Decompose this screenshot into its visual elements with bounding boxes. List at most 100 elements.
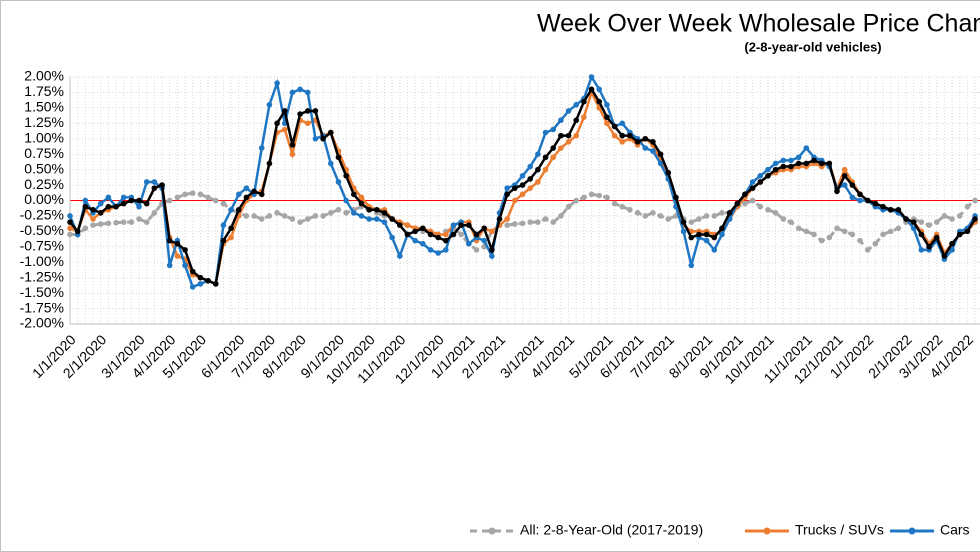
series-point — [627, 206, 633, 213]
series-point — [604, 114, 610, 120]
series-point — [765, 173, 771, 179]
series-point — [657, 160, 664, 167]
series-point — [182, 262, 188, 269]
series-point — [128, 219, 135, 225]
series-point — [105, 220, 112, 227]
series-point — [266, 160, 273, 167]
series-point — [703, 213, 710, 219]
y-tick-label: 1.50% — [24, 99, 64, 115]
series-point — [657, 213, 664, 219]
series-point — [535, 151, 541, 157]
series-point — [956, 231, 963, 238]
series-point — [458, 222, 464, 228]
series-point — [642, 135, 649, 142]
series-point — [795, 160, 802, 167]
series-point — [918, 231, 925, 238]
series-point — [550, 126, 557, 133]
series-point — [734, 200, 741, 207]
series-point — [512, 221, 518, 227]
series-point — [105, 194, 112, 201]
series-point — [558, 213, 564, 219]
series-point — [281, 126, 288, 133]
series-point — [918, 247, 925, 253]
series-point — [113, 203, 119, 210]
series-point — [634, 139, 641, 145]
series-point — [588, 191, 595, 198]
series-point — [335, 179, 342, 185]
y-tick-label: 1.75% — [24, 83, 64, 99]
y-tick-label: -1.00% — [20, 253, 64, 269]
series-point — [849, 194, 856, 201]
series-point — [772, 160, 779, 167]
series-point — [542, 216, 549, 222]
series-point — [374, 206, 380, 213]
series-point — [588, 86, 595, 93]
series-point — [258, 216, 265, 222]
series-point — [274, 120, 280, 127]
series-point — [780, 157, 787, 164]
series-point — [910, 219, 917, 225]
series-point — [266, 213, 273, 219]
series-point — [887, 206, 894, 213]
series-point — [673, 194, 679, 201]
series-point — [680, 219, 687, 225]
series-point — [519, 182, 526, 188]
series-point — [473, 231, 480, 238]
series-point — [795, 225, 802, 232]
y-tick-label: 2.00% — [24, 68, 64, 84]
series-point — [611, 132, 618, 139]
y-tick-label: 0.00% — [24, 191, 64, 207]
legend-label: Trucks / SUVs — [795, 522, 884, 538]
series-point — [565, 108, 572, 114]
series-point — [228, 225, 234, 232]
series-point — [872, 200, 879, 207]
series-point — [880, 203, 886, 210]
series-point — [765, 166, 771, 173]
series-point — [581, 194, 587, 201]
series-point — [880, 231, 886, 238]
series-point — [834, 188, 840, 195]
series-point — [473, 247, 480, 253]
series-point — [90, 216, 96, 222]
series-point — [466, 240, 472, 247]
series-point — [258, 145, 265, 151]
series-point — [304, 216, 311, 222]
series-point — [581, 98, 587, 105]
series-point — [573, 197, 580, 204]
series-point — [719, 225, 725, 232]
series-point — [933, 219, 940, 225]
series-point — [565, 139, 572, 145]
series-point — [565, 132, 572, 139]
series-point — [964, 203, 971, 210]
series-point — [274, 80, 280, 86]
series-point — [220, 200, 227, 207]
series-point — [120, 200, 127, 207]
series-point — [972, 216, 978, 222]
series-point — [780, 163, 787, 170]
series-point — [182, 247, 188, 253]
series-point — [826, 160, 833, 167]
series-point — [189, 190, 196, 196]
series-point — [780, 216, 787, 222]
series-point — [642, 145, 649, 151]
series-point — [688, 219, 695, 225]
series-point — [749, 179, 756, 185]
series-point — [374, 216, 380, 222]
series-point — [136, 216, 142, 222]
series-point — [565, 203, 572, 210]
series-point — [749, 197, 756, 204]
series-point — [458, 231, 464, 238]
series-point — [266, 101, 273, 108]
series-point — [542, 129, 549, 136]
series-point — [949, 247, 955, 253]
series-point — [327, 160, 334, 167]
series-point — [312, 108, 319, 114]
series-point — [895, 225, 902, 232]
series-point — [320, 213, 326, 219]
series-point — [489, 228, 495, 235]
series-point — [696, 216, 702, 222]
series-point — [404, 222, 411, 228]
series-point — [74, 228, 81, 235]
series-point — [910, 225, 917, 232]
